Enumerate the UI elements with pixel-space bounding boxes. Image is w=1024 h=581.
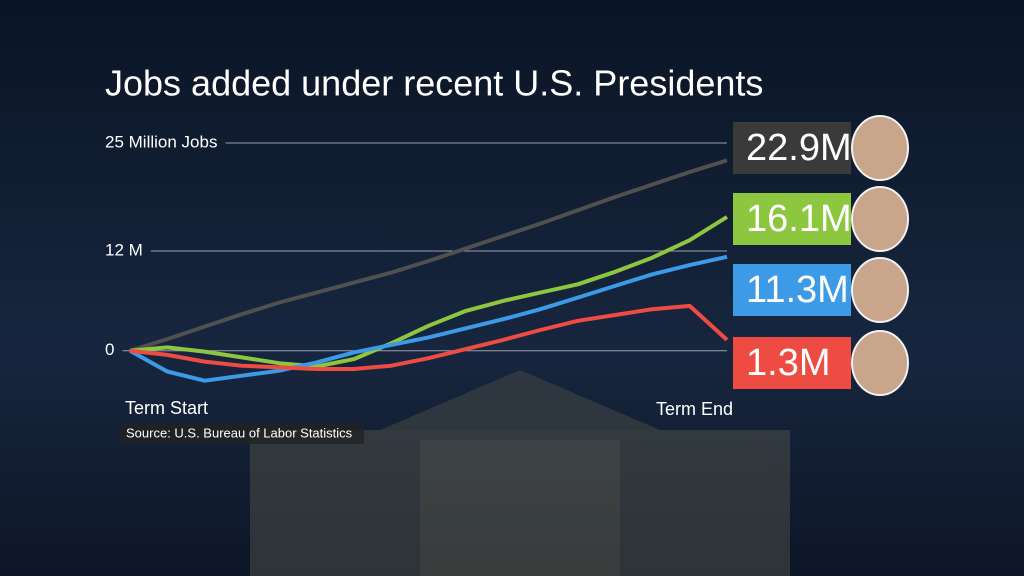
end-label-box [733,193,851,245]
end-label-box [733,264,851,316]
end-label-box [733,337,851,389]
end-label: 22.9M [746,127,852,169]
y-tick-label: 12 M [105,240,143,259]
end-label-box [733,122,851,174]
series-line [129,254,728,383]
white-house-silhouette [250,370,790,576]
series-line [129,215,729,369]
portrait [851,115,909,181]
end-label: 11.3M [746,269,849,311]
series-line [129,303,729,371]
chart-title: Jobs added under recent U.S. Presidents [105,63,763,104]
source: Source: U.S. Bureau of Labor Statistics [126,425,353,440]
portrait [851,330,909,396]
end-label: 16.1M [746,198,852,240]
y-tick-label: 0 [105,340,114,359]
portrait [851,257,909,323]
x-tick-label: Term End [656,399,733,419]
series-line [129,158,728,353]
portrait [851,186,909,252]
source-box [120,424,364,444]
x-tick-label: Term Start [125,398,208,418]
end-label: 1.3M [746,342,830,384]
y-tick-label: 25 Million Jobs [105,132,217,151]
